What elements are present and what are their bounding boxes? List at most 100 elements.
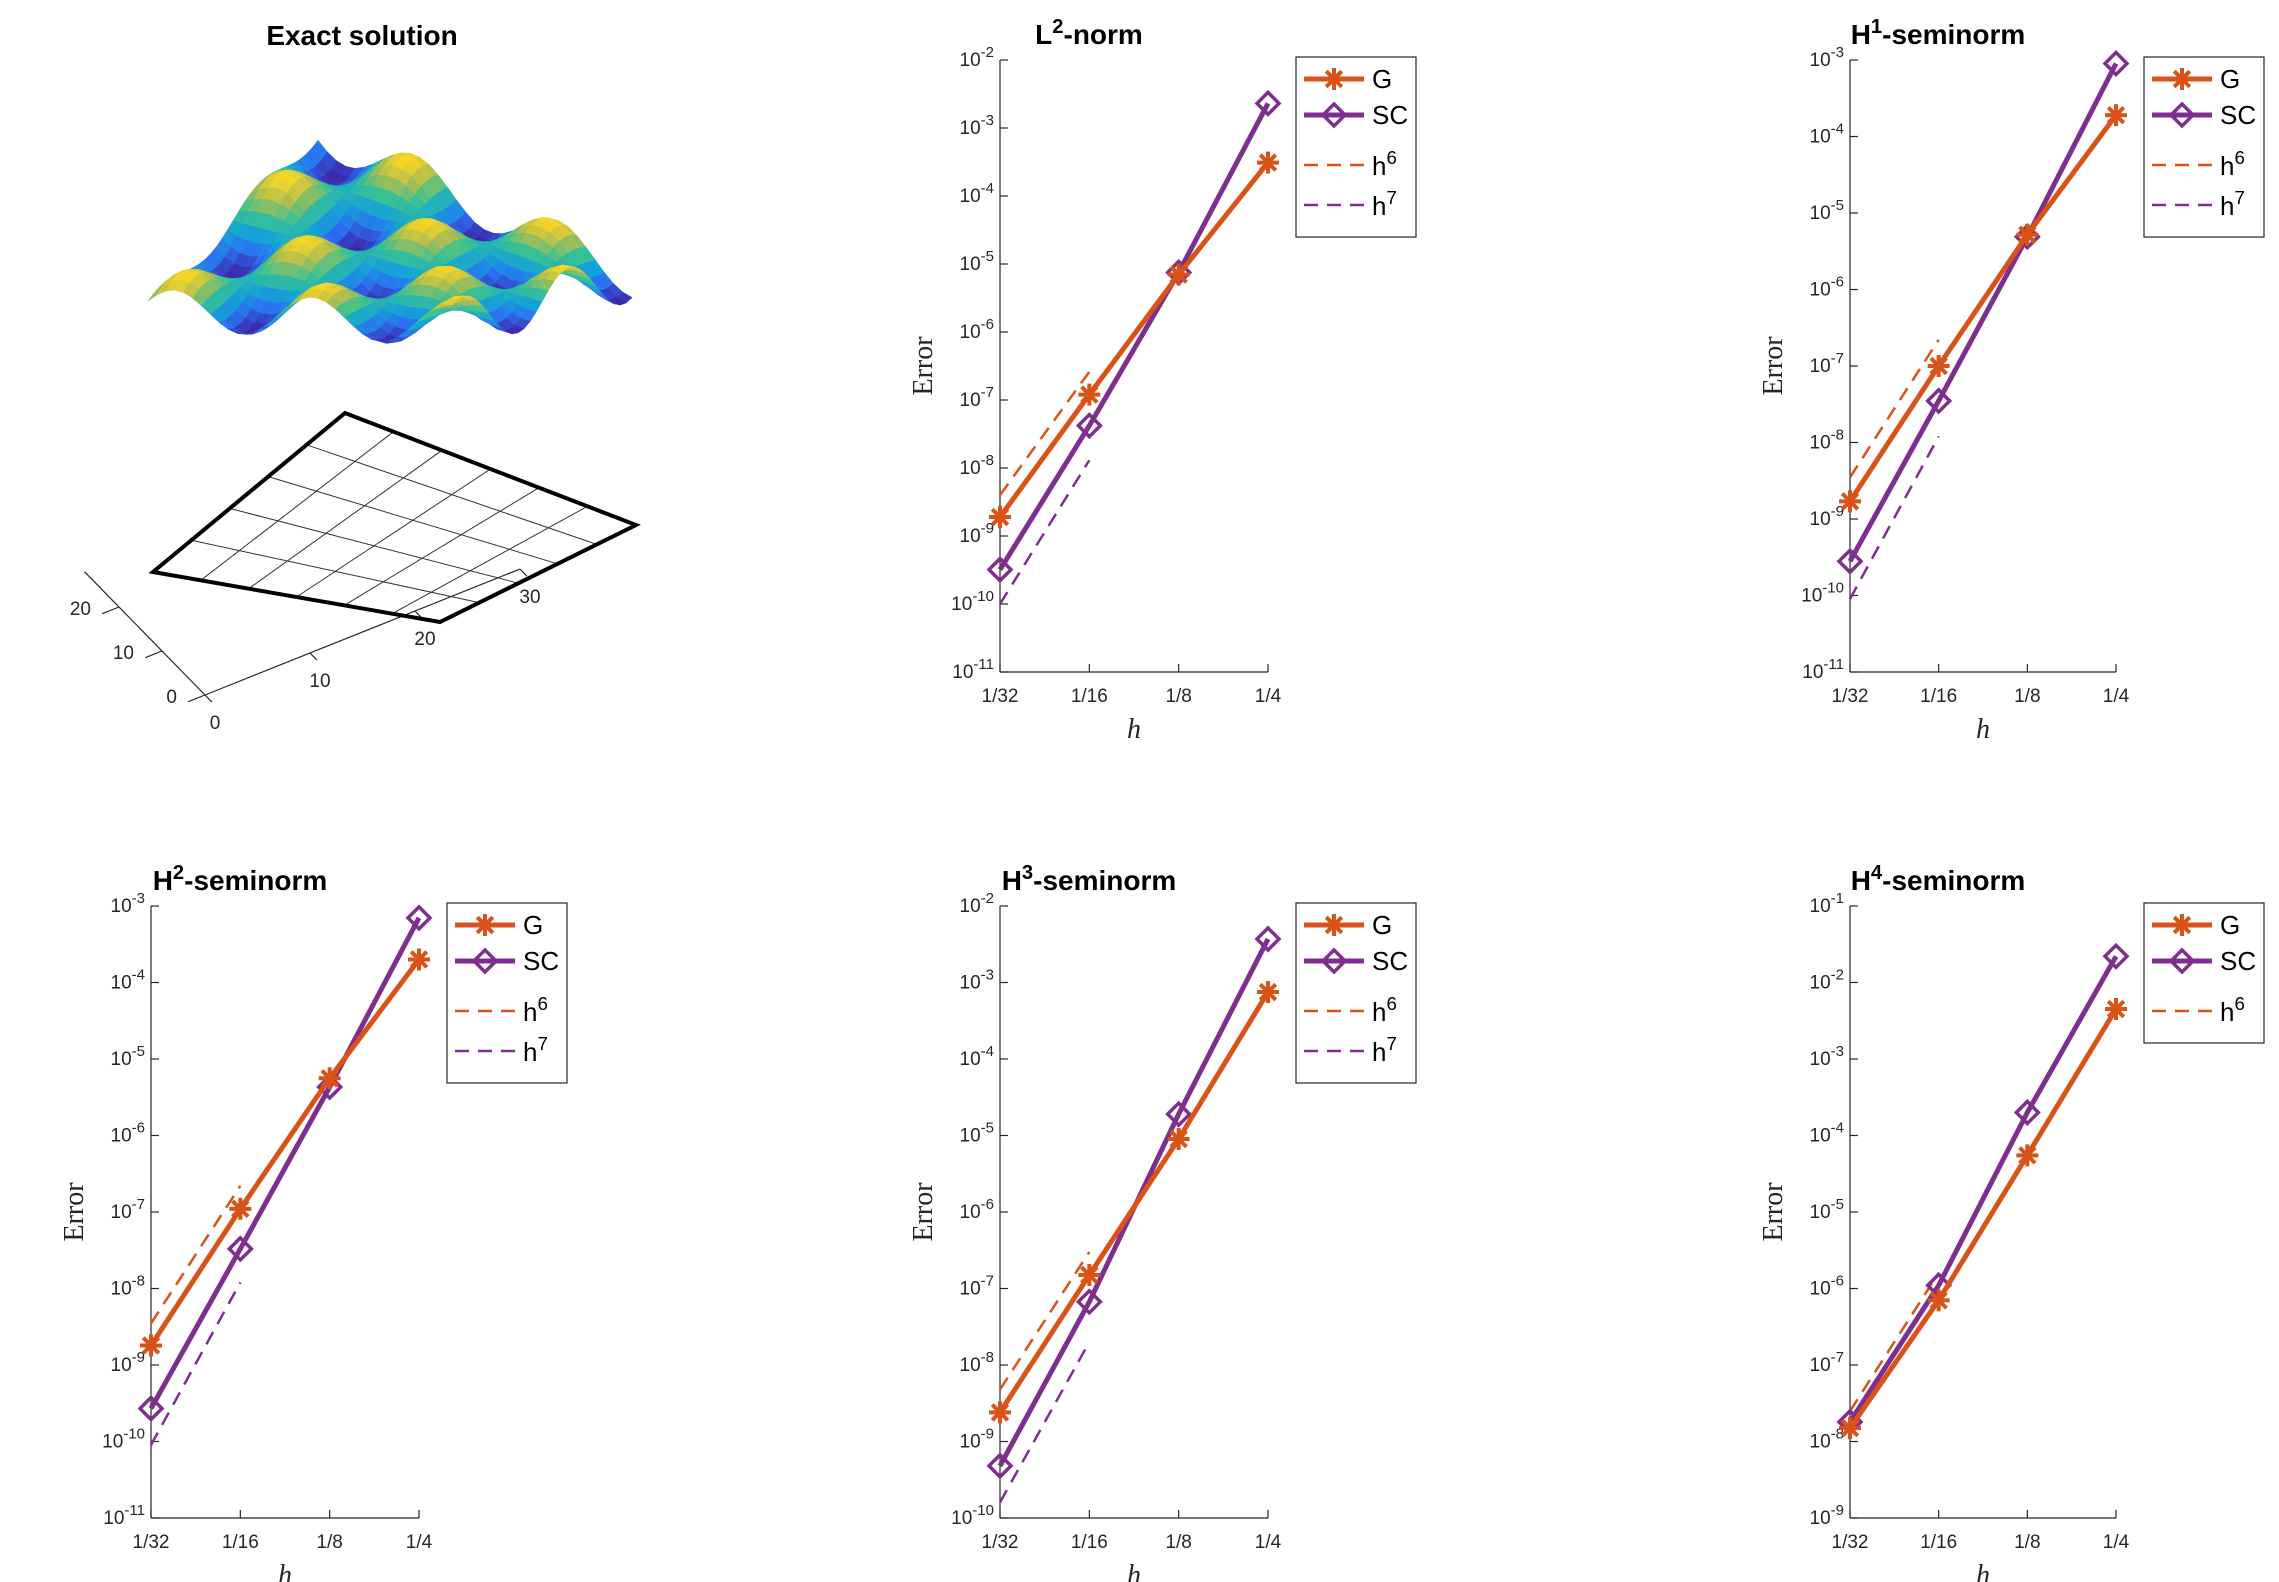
legend-ref-base: h — [1372, 191, 1386, 221]
x-tick-label: 1/32 — [1832, 686, 1869, 707]
chart-title-base: H — [153, 865, 173, 896]
legend-label-SC: SC — [2220, 946, 2256, 976]
reference-line-h6 — [1848, 339, 1940, 479]
x-tick-mark — [519, 568, 528, 577]
y-tick-exponent: -9 — [1831, 1502, 1844, 1519]
y-tick-exponent: -3 — [132, 890, 145, 907]
legend-label-G: G — [2220, 910, 2240, 940]
y-tick-exponent: -9 — [132, 1349, 145, 1366]
y-tick-base: 10 — [111, 973, 132, 994]
y-tick-label: 10-5 — [960, 1120, 994, 1147]
y-tick-label: 10 — [113, 643, 134, 664]
legend-ref-exponent: 7 — [537, 1033, 547, 1054]
grid-line — [200, 431, 394, 581]
legend-label-SC: SC — [2220, 100, 2256, 130]
legend: G SC h6 — [2143, 902, 2265, 1044]
y-tick-label: 10-9 — [111, 1349, 145, 1376]
reference-line-h6 — [1848, 1272, 1940, 1412]
y-tick-base: 10 — [1810, 203, 1831, 224]
legend-label-SC: SC — [523, 946, 559, 976]
x-tick-label: 10 — [309, 671, 330, 692]
legend-ref-exponent: 7 — [2234, 187, 2244, 208]
chart-5: H4-seminorm10-910-810-710-610-510-410-31… — [1758, 862, 2265, 1582]
data-point-G — [1258, 153, 1278, 172]
data-point-SC — [1836, 547, 1864, 575]
y-tick-exponent: -7 — [1831, 1349, 1844, 1366]
y-tick-exponent: -8 — [132, 1273, 145, 1290]
y-tick-exponent: -8 — [981, 452, 994, 469]
legend-label-ref: h7 — [1372, 187, 1397, 221]
chart-title: L2-norm — [1035, 16, 1143, 50]
y-tick-exponent: -5 — [132, 1043, 145, 1060]
y-tick-base: 10 — [1810, 896, 1831, 917]
data-point-SC — [1254, 925, 1282, 953]
y-tick-base: 10 — [111, 1355, 132, 1376]
y-tick-base: 10 — [960, 1202, 981, 1223]
y-tick-base: 10 — [951, 594, 972, 615]
y-tick-exponent: -6 — [981, 316, 994, 333]
legend-marker-G — [2172, 69, 2192, 89]
y-tick-label: 10-11 — [1802, 656, 1844, 683]
y-tick-label: 10-11 — [952, 656, 994, 683]
y-axis-label: Error — [1758, 336, 1789, 396]
chart-title-sup: 4 — [1871, 862, 1883, 884]
y-tick-label: 10-6 — [111, 1120, 145, 1147]
legend-ref-exponent: 7 — [1386, 1033, 1396, 1054]
legend-ref-exponent: 7 — [1386, 187, 1396, 208]
legend-ref-base: h — [1372, 997, 1386, 1027]
y-tick-exponent: -6 — [981, 1196, 994, 1213]
chart-2: H1-seminorm10-1110-1010-910-810-710-610-… — [1758, 16, 2265, 745]
x-axis-line — [204, 568, 521, 696]
legend-label-G: G — [523, 910, 543, 940]
y-tick-exponent: -7 — [981, 384, 994, 401]
y-tick-base: 10 — [1810, 127, 1831, 148]
data-point-G — [320, 1069, 339, 1088]
y-tick-base: 10 — [960, 973, 981, 994]
y-tick-exponent: -8 — [1831, 427, 1844, 444]
y-tick-label: 10-7 — [1810, 1349, 1844, 1376]
y-tick-base: 10 — [1810, 50, 1831, 71]
data-point-SC — [226, 1235, 254, 1263]
y-axis-line — [84, 571, 206, 696]
legend-label-ref: h6 — [1372, 147, 1397, 181]
legend-label-ref: h6 — [1372, 993, 1397, 1027]
y-tick-label: 10-8 — [111, 1273, 145, 1300]
x-tick-label: 1/4 — [406, 1532, 433, 1553]
y-tick-exponent: -10 — [1822, 580, 1844, 597]
chart-title-sup: 1 — [1871, 16, 1882, 38]
y-tick-base: 10 — [103, 1508, 124, 1529]
series-line-SC — [997, 102, 1271, 571]
y-tick-label: 10-9 — [1810, 503, 1844, 530]
y-tick-base: 10 — [1810, 1202, 1831, 1223]
legend-box — [1295, 56, 1417, 238]
y-tick-base: 10 — [960, 254, 981, 275]
y-tick-base: 10 — [1810, 1508, 1831, 1529]
data-point-SC — [137, 1395, 165, 1422]
series-line-G — [997, 161, 1270, 519]
y-tick-base: 10 — [960, 896, 981, 917]
legend-marker-G — [2172, 915, 2192, 935]
legend-label-ref: h6 — [2220, 993, 2245, 1027]
y-tick-exponent: -5 — [1831, 197, 1844, 214]
y-tick-exponent: -3 — [1831, 1043, 1844, 1060]
data-point-G — [1080, 1265, 1099, 1285]
y-tick-base: 10 — [960, 118, 981, 139]
y-tick-base: 10 — [960, 458, 981, 479]
y-tick-base: 10 — [1810, 1126, 1831, 1147]
x-tick-label: 1/8 — [1165, 1532, 1191, 1553]
x-tick-label: 1/32 — [982, 1532, 1019, 1553]
y-tick-base: 10 — [960, 1126, 981, 1147]
y-tick-label: 20 — [70, 599, 91, 620]
legend-marker-SC — [471, 947, 499, 975]
legend-ref-exponent: 6 — [537, 993, 547, 1014]
chart-title-rest: -seminorm — [1882, 19, 2025, 50]
reference-line-h6 — [149, 1185, 242, 1325]
y-tick-base: 10 — [960, 186, 981, 207]
legend-label-G: G — [2220, 64, 2240, 94]
data-point-SC — [1254, 89, 1282, 117]
data-point-SC — [2013, 1098, 2041, 1126]
chart-title-sup: 2 — [1052, 16, 1063, 38]
